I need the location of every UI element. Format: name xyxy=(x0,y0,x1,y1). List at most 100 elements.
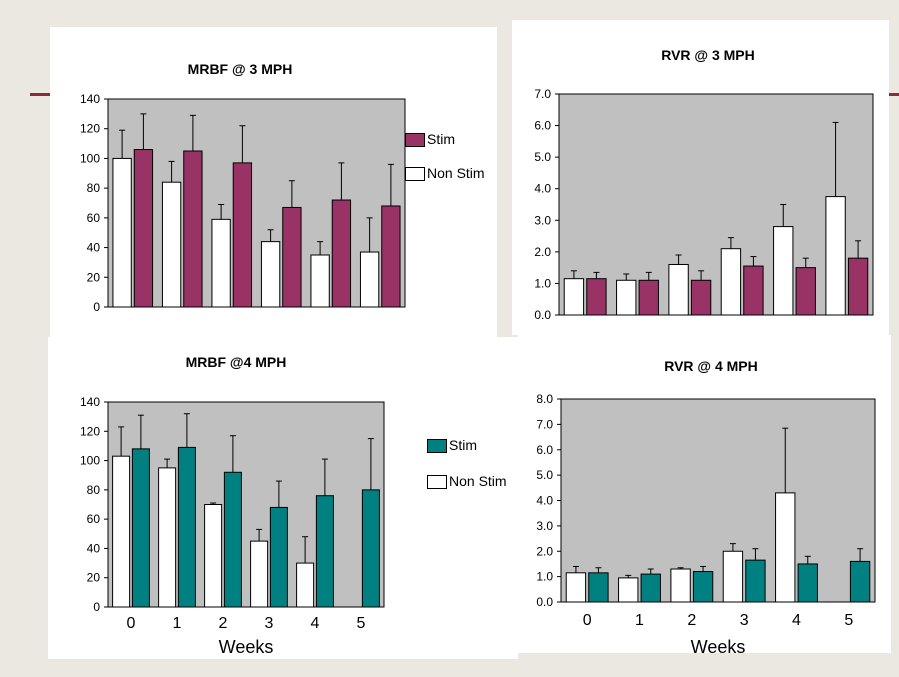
plot-area xyxy=(560,398,876,603)
y-tick-label: 0 xyxy=(93,600,100,614)
y-tick-label: 40 xyxy=(87,241,101,255)
bar-stim xyxy=(133,149,154,308)
y-tick-label: 7.0 xyxy=(534,87,551,101)
bar-stim xyxy=(692,571,714,603)
legend-swatch-stim xyxy=(427,439,447,454)
x-axis-label: Weeks xyxy=(219,637,274,657)
bar-non-stim xyxy=(211,218,231,308)
y-tick-label: 4.0 xyxy=(534,182,551,196)
bar-non-stim xyxy=(296,562,315,608)
y-tick-label: 120 xyxy=(80,424,100,438)
x-tick-label: 2 xyxy=(219,615,228,632)
bar-stim xyxy=(269,506,288,608)
x-tick-label: 0 xyxy=(127,615,136,632)
bar-stim xyxy=(361,489,380,608)
y-tick-label: 1.0 xyxy=(534,276,551,290)
chart-rvr-3mph: RVR @ 3 MPH 0.0 1.0 2.0 3.0 4.0 5.0 6.0 7.0 xyxy=(534,47,874,322)
chart-mrbf-4mph: MRBF @4 MPH 0 20 40 60 80 100 120 140 0 1 2 3 4 5 Weeks xyxy=(80,354,385,657)
y-tick-label: 3.0 xyxy=(536,519,553,533)
legend-label-stim: Stim xyxy=(427,131,455,147)
bar-non-stim xyxy=(250,540,269,608)
x-tick-label: 5 xyxy=(357,615,366,632)
y-tick-label: 4.0 xyxy=(536,494,553,508)
x-tick-label: 3 xyxy=(265,615,274,632)
x-tick-label: 3 xyxy=(740,612,749,629)
bar-stim xyxy=(586,278,607,316)
bar-stim xyxy=(183,150,203,308)
bar-stim xyxy=(381,205,401,308)
legend-item-stim: Stim xyxy=(405,131,455,148)
y-tick-label: 140 xyxy=(80,92,100,106)
x-tick-label: 1 xyxy=(635,612,644,629)
bar-stim xyxy=(331,199,352,308)
x-tick-label: 4 xyxy=(792,612,801,629)
y-tick-label: 1.0 xyxy=(536,570,553,584)
legend-item-stim: Stim xyxy=(427,437,477,454)
bar-non-stim xyxy=(825,196,846,316)
chart-title: MRBF @ 3 MPH xyxy=(188,61,293,77)
x-tick-label: 4 xyxy=(311,615,320,632)
y-tick-label: 3.0 xyxy=(534,213,551,227)
bar-stim xyxy=(131,448,150,608)
bar-stim xyxy=(282,206,302,308)
bar-non-stim xyxy=(204,504,223,608)
x-tick-label: 1 xyxy=(173,615,182,632)
bar-stim xyxy=(743,265,764,316)
y-tick-label: 60 xyxy=(87,512,101,526)
legend-label-non-stim: Non Stim xyxy=(427,165,485,181)
bar-non-stim xyxy=(158,467,177,608)
panel-mrbf-4mph: MRBF @4 MPH 0 20 40 60 80 100 120 140 0 1 2 3 4 5 Weeks… xyxy=(48,337,518,659)
bar-stim xyxy=(638,279,659,316)
legend-item-non-stim: Non Stim xyxy=(427,473,507,490)
legend-item-non-stim: Non Stim xyxy=(405,165,485,182)
bar-non-stim xyxy=(563,278,585,316)
y-tick-label: 100 xyxy=(80,151,100,165)
y-tick-label: 60 xyxy=(87,211,101,225)
legend-swatch-non-stim xyxy=(405,167,425,182)
bar-non-stim xyxy=(618,577,639,603)
chart-title: RVR @ 3 MPH xyxy=(661,47,755,63)
x-axis-label: Weeks xyxy=(691,637,746,653)
bar-stim xyxy=(847,257,869,316)
y-tick-label: 6.0 xyxy=(534,119,551,133)
plot-area xyxy=(558,93,874,316)
bar-non-stim xyxy=(773,226,794,316)
y-tick-label: 120 xyxy=(80,122,100,136)
y-tick-label: 20 xyxy=(87,571,101,585)
bar-non-stim xyxy=(112,455,131,608)
y-tick-label: 2.0 xyxy=(536,544,553,558)
bar-non-stim xyxy=(260,241,281,308)
legend-swatch-stim xyxy=(405,133,425,148)
bar-stim xyxy=(690,279,712,316)
bar-non-stim xyxy=(720,248,742,316)
x-tick-label: 0 xyxy=(583,612,592,629)
y-tick-label: 7.0 xyxy=(536,417,553,431)
plot-area xyxy=(107,98,406,308)
legend-label-non-stim: Non Stim xyxy=(449,473,507,489)
bar-non-stim xyxy=(359,251,380,308)
y-tick-label: 0.0 xyxy=(536,595,553,609)
bar-stim xyxy=(232,162,253,308)
y-tick-label: 100 xyxy=(80,454,100,468)
legend-label-stim: Stim xyxy=(449,437,477,453)
y-tick-label: 80 xyxy=(87,181,101,195)
y-tick-label: 0 xyxy=(93,300,100,314)
chart-title: MRBF @4 MPH xyxy=(186,354,287,370)
chart-title: RVR @ 4 MPH xyxy=(664,358,758,374)
bar-non-stim xyxy=(722,550,744,603)
bar-stim xyxy=(640,573,661,603)
bar-non-stim xyxy=(670,568,691,603)
bar-non-stim xyxy=(775,492,796,603)
y-tick-label: 20 xyxy=(87,270,101,284)
y-tick-label: 0.0 xyxy=(534,308,551,322)
bar-non-stim xyxy=(161,181,182,308)
plot-area xyxy=(107,401,385,608)
chart-rvr-4mph: RVR @ 4 MPH 0.0 1.0 2.0 3.0 4.0 5.0 6.0 7.0 8.0 0 1… xyxy=(536,358,876,653)
bar-stim xyxy=(315,495,334,608)
bar-stim xyxy=(795,267,816,316)
bar-non-stim xyxy=(565,572,587,603)
bar-stim xyxy=(797,563,818,603)
y-tick-label: 2.0 xyxy=(534,245,551,259)
panel-mrbf-3mph: MRBF @ 3 MPH 0 20 40 60 80 100 120 140 Stim Non … xyxy=(50,27,497,337)
legend-swatch-non-stim xyxy=(427,475,447,490)
